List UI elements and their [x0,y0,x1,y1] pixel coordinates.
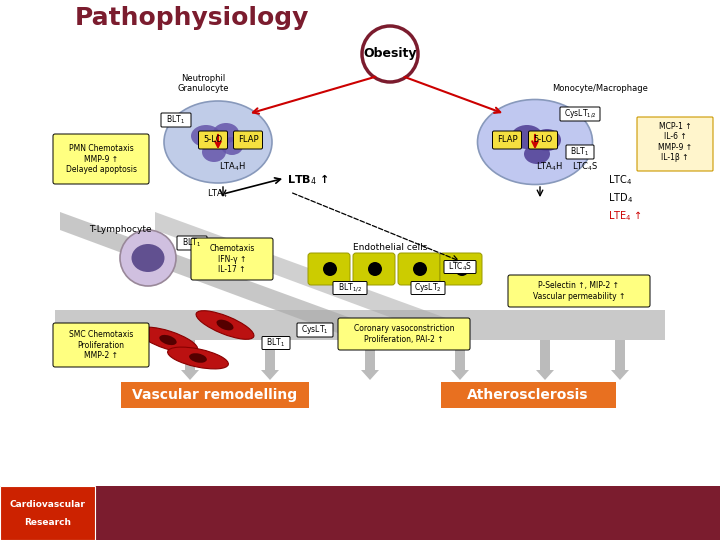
FancyArrow shape [361,340,379,380]
Ellipse shape [189,353,207,363]
FancyBboxPatch shape [297,323,333,337]
FancyBboxPatch shape [440,253,482,285]
FancyBboxPatch shape [233,131,263,149]
Circle shape [455,262,469,276]
Ellipse shape [477,99,593,185]
FancyBboxPatch shape [492,131,521,149]
Text: 5-LO: 5-LO [534,136,553,145]
Circle shape [120,230,176,286]
Text: LTE$_4$ ↑: LTE$_4$ ↑ [608,209,642,223]
Bar [0,486,95,540]
Ellipse shape [217,320,233,330]
Text: LTD$_4$: LTD$_4$ [608,191,633,205]
Ellipse shape [511,125,543,149]
Polygon shape [55,310,665,340]
FancyBboxPatch shape [411,281,445,294]
FancyBboxPatch shape [560,107,600,121]
Circle shape [323,262,337,276]
Text: CysLT$_1$: CysLT$_1$ [301,323,329,336]
Text: 5-LO: 5-LO [203,136,222,145]
FancyBboxPatch shape [199,131,228,149]
Ellipse shape [524,144,550,164]
FancyArrow shape [261,340,279,380]
FancyArrow shape [181,340,199,380]
Ellipse shape [196,310,254,339]
Text: Chemotaxis
IFN-γ ↑
IL-17 ↑: Chemotaxis IFN-γ ↑ IL-17 ↑ [210,244,255,274]
Bar [0,486,720,540]
Text: CysLT$_2$: CysLT$_2$ [414,281,442,294]
Text: FLAP: FLAP [238,136,258,145]
Text: P-Selectin ↑, MIP-2 ↑
Vascular permeability ↑: P-Selectin ↑, MIP-2 ↑ Vascular permeabil… [533,281,625,301]
FancyBboxPatch shape [444,260,476,273]
Text: CysLT$_{1/2}$: CysLT$_{1/2}$ [564,107,596,120]
Ellipse shape [138,327,197,353]
Ellipse shape [191,125,221,147]
Ellipse shape [132,244,164,272]
Text: LTA$_4$: LTA$_4$ [207,188,228,200]
FancyBboxPatch shape [191,238,273,280]
Ellipse shape [202,142,226,162]
Ellipse shape [164,101,272,183]
Text: Endothelial cells: Endothelial cells [353,242,427,252]
Circle shape [413,262,427,276]
Text: Pathophysiology: Pathophysiology [75,6,310,30]
FancyBboxPatch shape [528,131,557,149]
Text: Neutrophil
Granulocyte: Neutrophil Granulocyte [177,73,229,93]
Ellipse shape [159,335,176,345]
FancyBboxPatch shape [398,253,440,285]
FancyArrow shape [451,340,469,380]
Ellipse shape [221,137,243,155]
Text: LTB$_4$ ↑: LTB$_4$ ↑ [287,173,329,187]
FancyBboxPatch shape [508,275,650,307]
FancyBboxPatch shape [566,145,594,159]
Polygon shape [155,212,465,345]
FancyArrow shape [536,340,554,380]
Ellipse shape [168,347,228,369]
Text: MCP-1 ↑
IL-6 ↑
MMP-9 ↑
IL-1β ↑: MCP-1 ↑ IL-6 ↑ MMP-9 ↑ IL-1β ↑ [658,122,692,162]
FancyBboxPatch shape [333,281,367,294]
FancyBboxPatch shape [308,253,350,285]
Text: Coronary vasoconstriction
Proliferation, PAI-2 ↑: Coronary vasoconstriction Proliferation,… [354,325,454,343]
Text: BLT$_1$: BLT$_1$ [266,337,286,349]
Text: LTC$_4$S: LTC$_4$S [448,261,472,273]
Text: PMN Chemotaxis
MMP-9 ↑
Delayed apoptosis: PMN Chemotaxis MMP-9 ↑ Delayed apoptosis [66,144,137,174]
FancyBboxPatch shape [637,117,713,171]
Text: Monocyte/Macrophage: Monocyte/Macrophage [552,84,648,93]
Bar [121,382,309,408]
Text: Cardiovascular: Cardiovascular [9,501,86,509]
Circle shape [362,26,418,82]
Ellipse shape [533,129,561,151]
FancyBboxPatch shape [53,323,149,367]
FancyBboxPatch shape [53,134,149,184]
FancyBboxPatch shape [353,253,395,285]
FancyBboxPatch shape [177,236,207,250]
Text: Vascular remodelling: Vascular remodelling [132,388,297,402]
Text: LTC$_4$: LTC$_4$ [608,173,632,187]
FancyBboxPatch shape [161,113,191,127]
Text: Research: Research [24,518,71,527]
Text: LTC$_4$S: LTC$_4$S [572,161,598,173]
Text: Obesity: Obesity [364,48,417,60]
Circle shape [368,262,382,276]
Text: FLAP: FLAP [497,136,517,145]
Text: T-Lymphocyte: T-Lymphocyte [89,226,151,234]
FancyArrow shape [611,340,629,380]
Text: LTA$_4$H: LTA$_4$H [220,161,246,173]
Bar [441,382,616,408]
Ellipse shape [213,123,239,143]
Polygon shape [60,212,370,345]
FancyBboxPatch shape [262,336,290,349]
Text: BLT$_1$: BLT$_1$ [182,237,202,249]
Text: LTA$_4$H: LTA$_4$H [536,161,564,173]
FancyBboxPatch shape [338,318,470,350]
Text: BLT$_1$: BLT$_1$ [166,114,186,126]
Text: SMC Chemotaxis
Proliferation
MMP-2 ↑: SMC Chemotaxis Proliferation MMP-2 ↑ [69,330,133,360]
Text: Atherosclerosis: Atherosclerosis [467,388,589,402]
Text: BLT$_{1/2}$: BLT$_{1/2}$ [338,281,362,294]
Text: BLT$_1$: BLT$_1$ [570,146,590,158]
